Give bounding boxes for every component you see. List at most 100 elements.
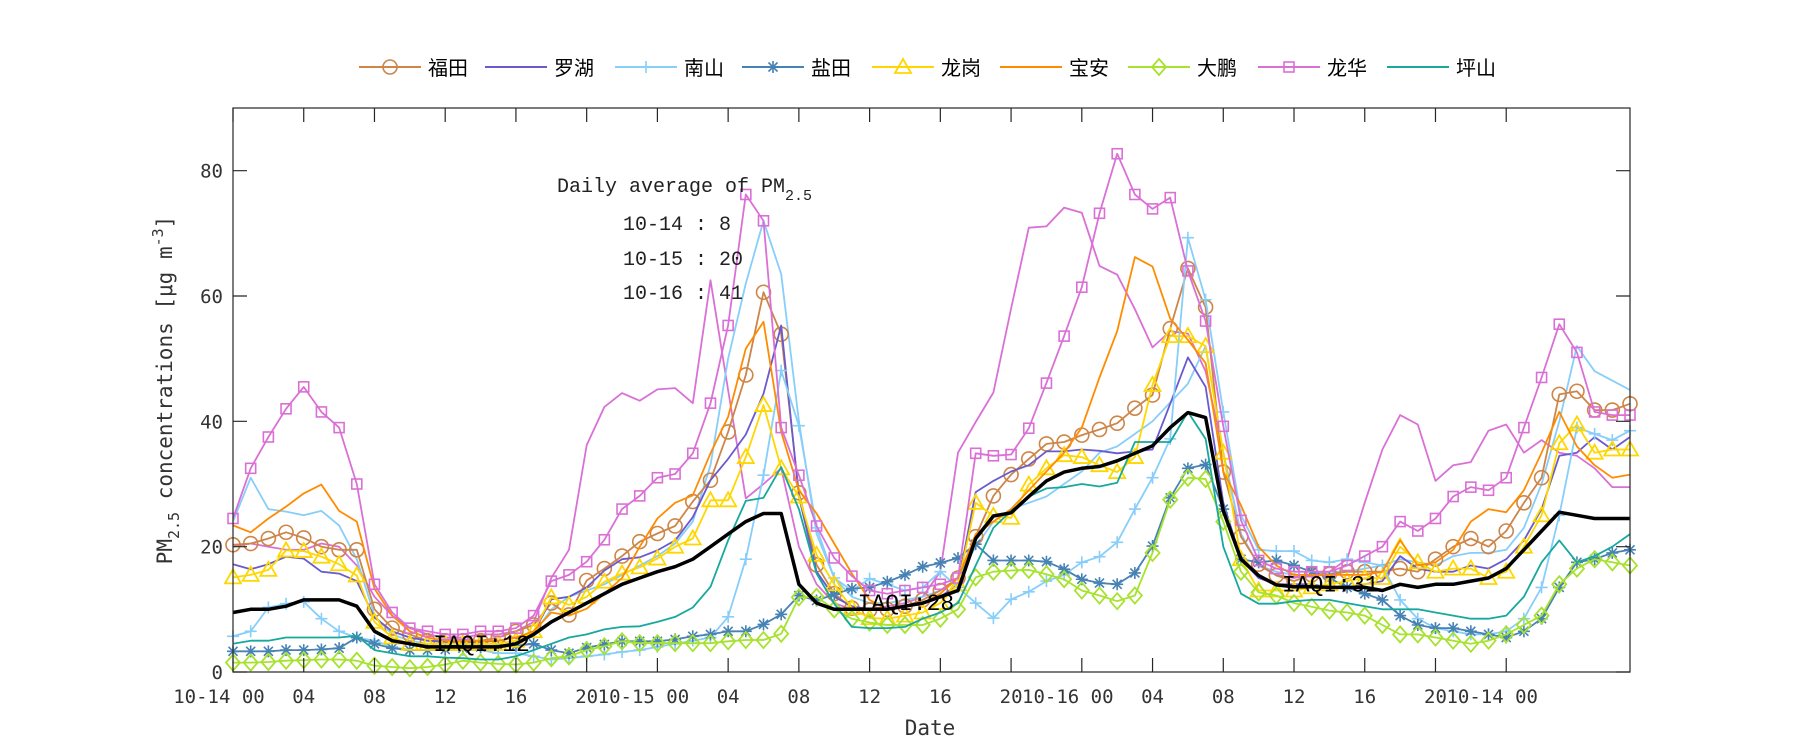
- legend-item-1: 罗湖: [485, 56, 594, 80]
- x-tick-label: 12: [1283, 686, 1306, 708]
- series-7-point: [1076, 281, 1088, 294]
- series-7-point: [386, 606, 398, 619]
- series-7-point: [262, 431, 275, 443]
- series-3-point: [1447, 622, 1460, 635]
- series-3-point: [1005, 554, 1018, 567]
- series-7-point: [1164, 191, 1177, 204]
- series-2-point: [1199, 293, 1212, 306]
- series-2-point: [722, 610, 735, 623]
- series-4-point: [1567, 414, 1587, 432]
- series-0-point: [1427, 551, 1444, 568]
- series-2-point: [1588, 427, 1601, 440]
- series-7-point: [1571, 346, 1583, 359]
- series-6-point: [1409, 625, 1426, 644]
- series-3-point: [580, 641, 593, 654]
- series-6-point: [1197, 469, 1214, 489]
- series-3-point: [509, 639, 522, 652]
- series-3-point: [262, 645, 275, 658]
- series-7-point: [775, 421, 787, 434]
- series-6-point: [985, 562, 1002, 582]
- series-4-point: [895, 605, 915, 623]
- series-7-point: [1500, 471, 1513, 484]
- series-7-point: [1323, 565, 1336, 578]
- series-6-point: [1427, 628, 1444, 647]
- series-4: [223, 326, 1640, 651]
- series-3-point: [881, 575, 894, 588]
- series-0-point: [1463, 530, 1479, 547]
- series-6-point: [401, 658, 419, 678]
- series-6-point: [1179, 468, 1197, 488]
- series-6-point: [330, 650, 348, 669]
- series-4-point: [1425, 561, 1446, 579]
- series-4-point: [930, 593, 950, 610]
- series-4-point: [276, 540, 296, 558]
- series-3-point: [1181, 462, 1194, 475]
- series-0-point: [1569, 383, 1585, 400]
- legend-label: 盐田: [811, 56, 851, 80]
- series-4-point: [1160, 326, 1180, 344]
- axes-box: [232, 107, 1631, 673]
- series-7-point: [669, 468, 681, 480]
- series-7-point: [315, 406, 328, 418]
- series-7-point: [457, 628, 469, 641]
- series-8-line: [232, 411, 1631, 661]
- series-3-point: [633, 635, 646, 648]
- series-4-point: [1072, 447, 1092, 464]
- series-6-point: [1038, 564, 1055, 584]
- series-4-point: [966, 492, 986, 510]
- series-3-point: [1040, 555, 1053, 568]
- x-tick-label: 10-15 00: [598, 686, 690, 708]
- series-7-point: [1588, 406, 1601, 418]
- series-7-point: [828, 552, 841, 564]
- x-tick-label: 08: [363, 686, 386, 708]
- series-3-point: [651, 635, 664, 648]
- series-4-point: [453, 633, 473, 651]
- y-tick-label: 80: [200, 161, 223, 183]
- series-0-point: [1127, 400, 1143, 416]
- series-4-point: [1355, 568, 1375, 585]
- series-6-point: [613, 631, 631, 651]
- series-7-point: [1411, 525, 1424, 537]
- series-3-point: [987, 554, 1000, 567]
- series-0: [225, 260, 1638, 649]
- series-2-point: [527, 650, 540, 663]
- average-series: [232, 410, 1630, 649]
- series-6-point: [277, 651, 295, 671]
- series-7-point: [881, 587, 894, 600]
- series-3-point: [757, 618, 770, 631]
- series-4-point: [311, 546, 331, 564]
- series-4-point: [541, 587, 561, 605]
- series-0-point: [313, 538, 330, 555]
- series-6-point: [1374, 615, 1391, 635]
- series-3-point: [1270, 554, 1283, 567]
- series-7-point: [1606, 409, 1619, 421]
- series-4-point: [665, 536, 685, 554]
- series-0-point: [1445, 538, 1461, 555]
- series-2-point: [1288, 545, 1301, 558]
- series-0-point: [596, 560, 613, 577]
- series-7-point: [722, 319, 734, 332]
- series-7-point: [333, 421, 345, 434]
- series-3-point: [969, 538, 982, 551]
- series-4-point: [771, 458, 791, 476]
- series-4-point: [1284, 580, 1304, 598]
- series-6-point: [1055, 569, 1073, 589]
- series-7-point: [969, 447, 982, 460]
- series-3-point: [1058, 563, 1071, 576]
- series-0-point: [1392, 560, 1408, 577]
- series-6-point: [366, 656, 383, 676]
- series-7-line: [232, 152, 1630, 636]
- series-2-point: [1128, 503, 1141, 516]
- series-3-point: [1411, 619, 1424, 631]
- series-6-point: [1002, 561, 1020, 580]
- legend-label: 坪山: [1456, 56, 1496, 80]
- series-6-point: [1586, 549, 1603, 569]
- series-6-point: [949, 599, 967, 619]
- series-2-point: [969, 597, 982, 610]
- series-4-point: [824, 574, 844, 592]
- series-7-point: [244, 462, 257, 475]
- series-7-point: [916, 581, 929, 594]
- series-4-point: [1001, 508, 1021, 525]
